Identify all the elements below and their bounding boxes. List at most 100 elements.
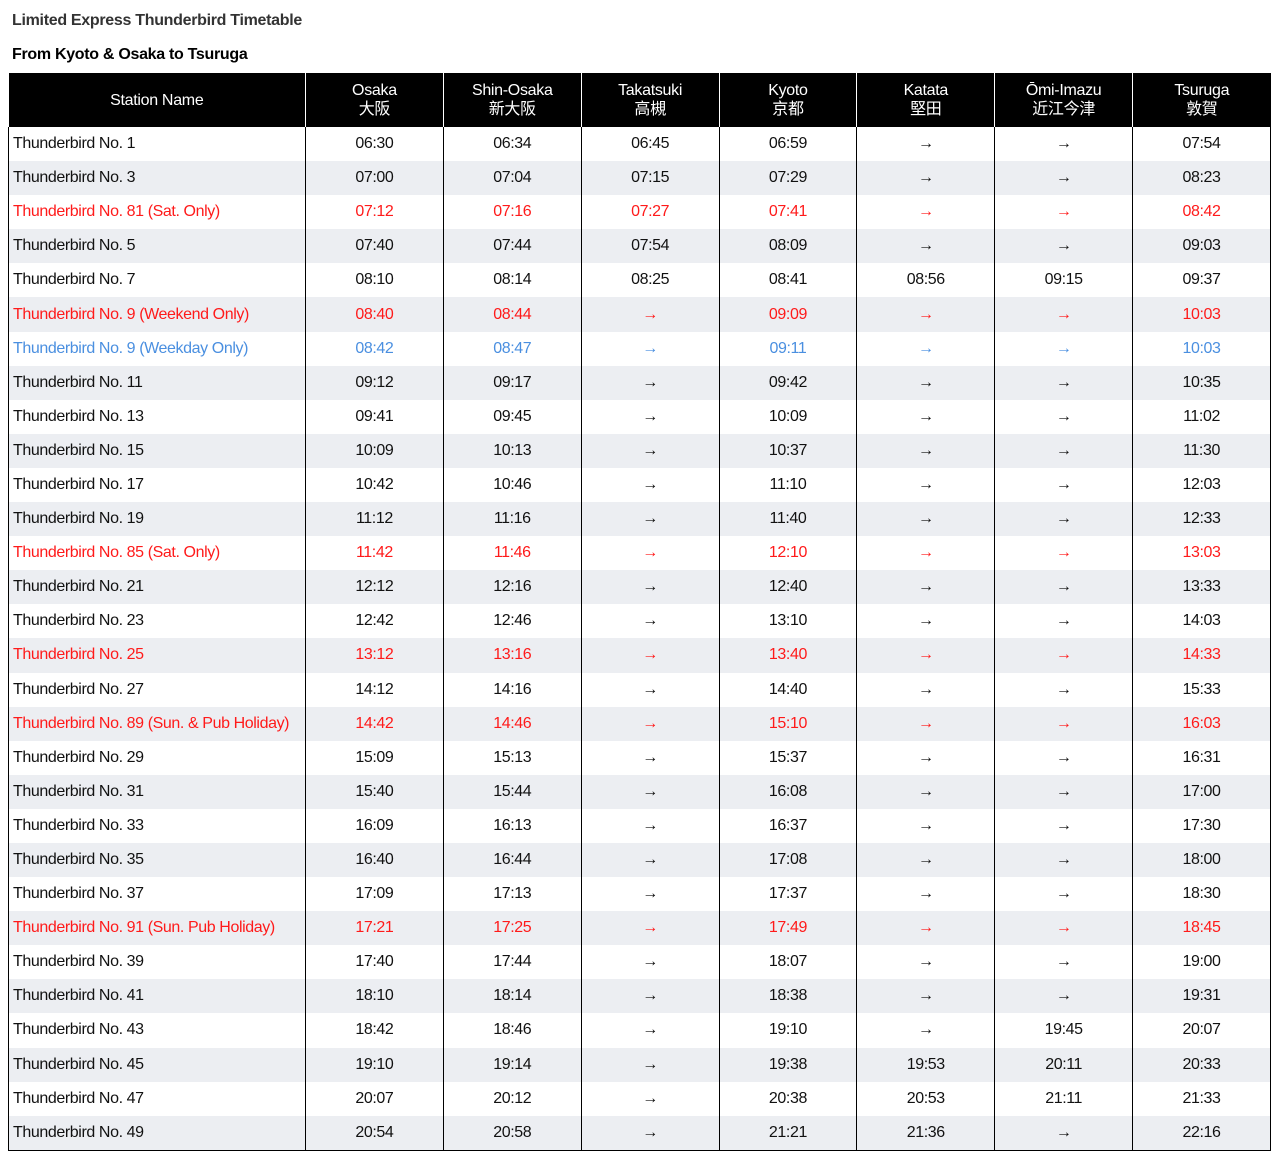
time-cell: → — [856, 195, 995, 230]
time-cell: → — [580, 1115, 720, 1151]
time-cell: → — [580, 331, 720, 366]
train-row: Thunderbird No. 45 19:10 19:14 → 19:38 19:53 2… — [8, 1047, 1271, 1082]
time-cell: → — [994, 808, 1133, 843]
time-cell: 10:42 — [305, 467, 444, 503]
time-cell: → — [856, 570, 995, 605]
time-cell: 07:04 — [442, 161, 582, 196]
train-name: Thunderbird No. 3 — [8, 161, 306, 196]
station-name-ja: 京都 — [772, 101, 804, 118]
time-cell: → — [580, 467, 720, 503]
train-row: Thunderbird No. 49 20:54 20:58 → 21:21 21:36 →… — [8, 1115, 1271, 1151]
time-cell: 08:14 — [442, 263, 582, 298]
time-cell: 10:13 — [442, 433, 582, 468]
time-cell: → — [994, 229, 1133, 264]
train-row: Thunderbird No. 5 07:40 07:44 07:54 08:09 → → 0… — [8, 229, 1271, 264]
time-cell: → — [856, 979, 995, 1014]
time-cell: 17:09 — [305, 877, 444, 912]
train-row: Thunderbird No. 31 15:40 15:44 → 16:08 → → 17:0… — [8, 774, 1271, 809]
station-name-en: Osaka — [352, 82, 397, 99]
time-cell: 08:25 — [580, 263, 720, 298]
time-cell: 08:47 — [442, 331, 582, 366]
time-cell: 07:54 — [1132, 127, 1271, 162]
train-name: Thunderbird No. 15 — [8, 433, 306, 468]
time-cell: → — [994, 467, 1133, 503]
column-header: Shin-Osaka 新大阪 — [442, 73, 582, 127]
station-name-en: Tsuruga — [1174, 82, 1230, 99]
time-cell: 18:30 — [1132, 877, 1271, 912]
time-cell: 19:53 — [856, 1047, 995, 1082]
time-cell: 21:36 — [856, 1115, 995, 1151]
train-row: Thunderbird No. 15 10:09 10:13 → 10:37 → → 11:3… — [8, 433, 1271, 468]
time-cell: 19:31 — [1132, 979, 1271, 1014]
time-cell: 14:03 — [1132, 604, 1271, 639]
train-row: Thunderbird No. 3 07:00 07:04 07:15 07:29 → → 0… — [8, 161, 1271, 196]
time-cell: 07:44 — [442, 229, 582, 264]
time-cell: 20:07 — [1132, 1013, 1271, 1048]
train-row: Thunderbird No. 39 17:40 17:44 → 18:07 → → 19:0… — [8, 945, 1271, 980]
train-row: Thunderbird No. 47 20:07 20:12 → 20:38 20:53 2… — [8, 1081, 1271, 1116]
time-cell: → — [994, 433, 1133, 468]
train-name: Thunderbird No. 29 — [8, 740, 306, 775]
time-cell: 08:44 — [442, 297, 582, 332]
time-cell: → — [856, 672, 995, 707]
time-cell: 19:10 — [305, 1047, 444, 1082]
time-cell: 16:13 — [442, 808, 582, 843]
time-cell: → — [994, 672, 1133, 707]
time-cell: 18:07 — [718, 945, 857, 980]
time-cell: → — [994, 706, 1133, 741]
time-cell: 20:38 — [718, 1081, 857, 1116]
time-cell: 12:42 — [305, 604, 444, 639]
station-name-en: Katata — [903, 82, 949, 99]
time-cell: 06:45 — [580, 127, 720, 162]
time-cell: 09:45 — [442, 399, 582, 434]
time-cell: → — [994, 979, 1133, 1014]
time-cell: 10:09 — [718, 399, 857, 434]
header-row: Station Name Osaka 大阪 Shin-Osaka 新大阪 Takatsuk… — [8, 73, 1271, 127]
time-cell: 19:45 — [994, 1013, 1133, 1048]
time-cell: → — [856, 740, 995, 775]
train-name: Thunderbird No. 35 — [8, 842, 306, 878]
time-cell: → — [994, 331, 1133, 366]
train-row: Thunderbird No. 85 (Sat. Only) 11:42 11:46… — [8, 536, 1271, 571]
time-cell: 07:12 — [305, 195, 444, 230]
column-header: Takatsuki 高槻 — [580, 73, 720, 127]
time-cell: → — [580, 1081, 720, 1116]
title: Limited Express Thunderbird Timetable — [12, 12, 303, 29]
time-cell: 10:37 — [718, 433, 857, 468]
time-cell: → — [856, 877, 995, 912]
time-cell: → — [856, 604, 995, 639]
time-cell: → — [994, 945, 1133, 980]
time-cell: 17:08 — [718, 842, 857, 878]
train-row: Thunderbird No. 43 18:42 18:46 → 19:10 → 19:45… — [8, 1013, 1271, 1048]
time-cell: 12:16 — [442, 570, 582, 605]
time-cell: → — [580, 502, 720, 537]
train-name: Thunderbird No. 43 — [8, 1013, 306, 1048]
time-cell: 14:12 — [305, 672, 444, 707]
time-cell: → — [994, 842, 1133, 878]
train-name: Thunderbird No. 33 — [8, 808, 306, 843]
time-cell: → — [856, 808, 995, 843]
time-cell: 07:40 — [305, 229, 444, 264]
time-cell: 15:37 — [718, 740, 857, 775]
time-cell: 09:09 — [718, 297, 857, 332]
train-name: Thunderbird No. 81 (Sat. Only) — [8, 195, 306, 230]
time-cell: 17:37 — [718, 877, 857, 912]
time-cell: 09:12 — [305, 365, 444, 400]
station-name-en: Kyoto — [768, 82, 808, 99]
time-cell: → — [580, 297, 720, 332]
time-cell: 11:10 — [718, 467, 857, 503]
train-name: Thunderbird No. 13 — [8, 399, 306, 434]
station-name-en: Takatsuki — [618, 82, 683, 99]
train-row: Thunderbird No. 27 14:12 14:16 → 14:40 → → 15:3… — [8, 672, 1271, 707]
time-cell: 13:12 — [305, 638, 444, 673]
time-cell: 10:46 — [442, 467, 582, 503]
train-row: Thunderbird No. 25 13:12 13:16 → 13:40 → → 14:3… — [8, 638, 1271, 673]
time-cell: 09:17 — [442, 365, 582, 400]
time-cell: → — [856, 536, 995, 571]
time-cell: 11:02 — [1132, 399, 1271, 434]
time-cell: 20:53 — [856, 1081, 995, 1116]
time-cell: 14:42 — [305, 706, 444, 741]
train-row: Thunderbird No. 91 (Sun. Pub Holiday) 17:… — [8, 911, 1271, 946]
time-cell: → — [994, 365, 1133, 400]
time-cell: 21:21 — [718, 1115, 857, 1151]
